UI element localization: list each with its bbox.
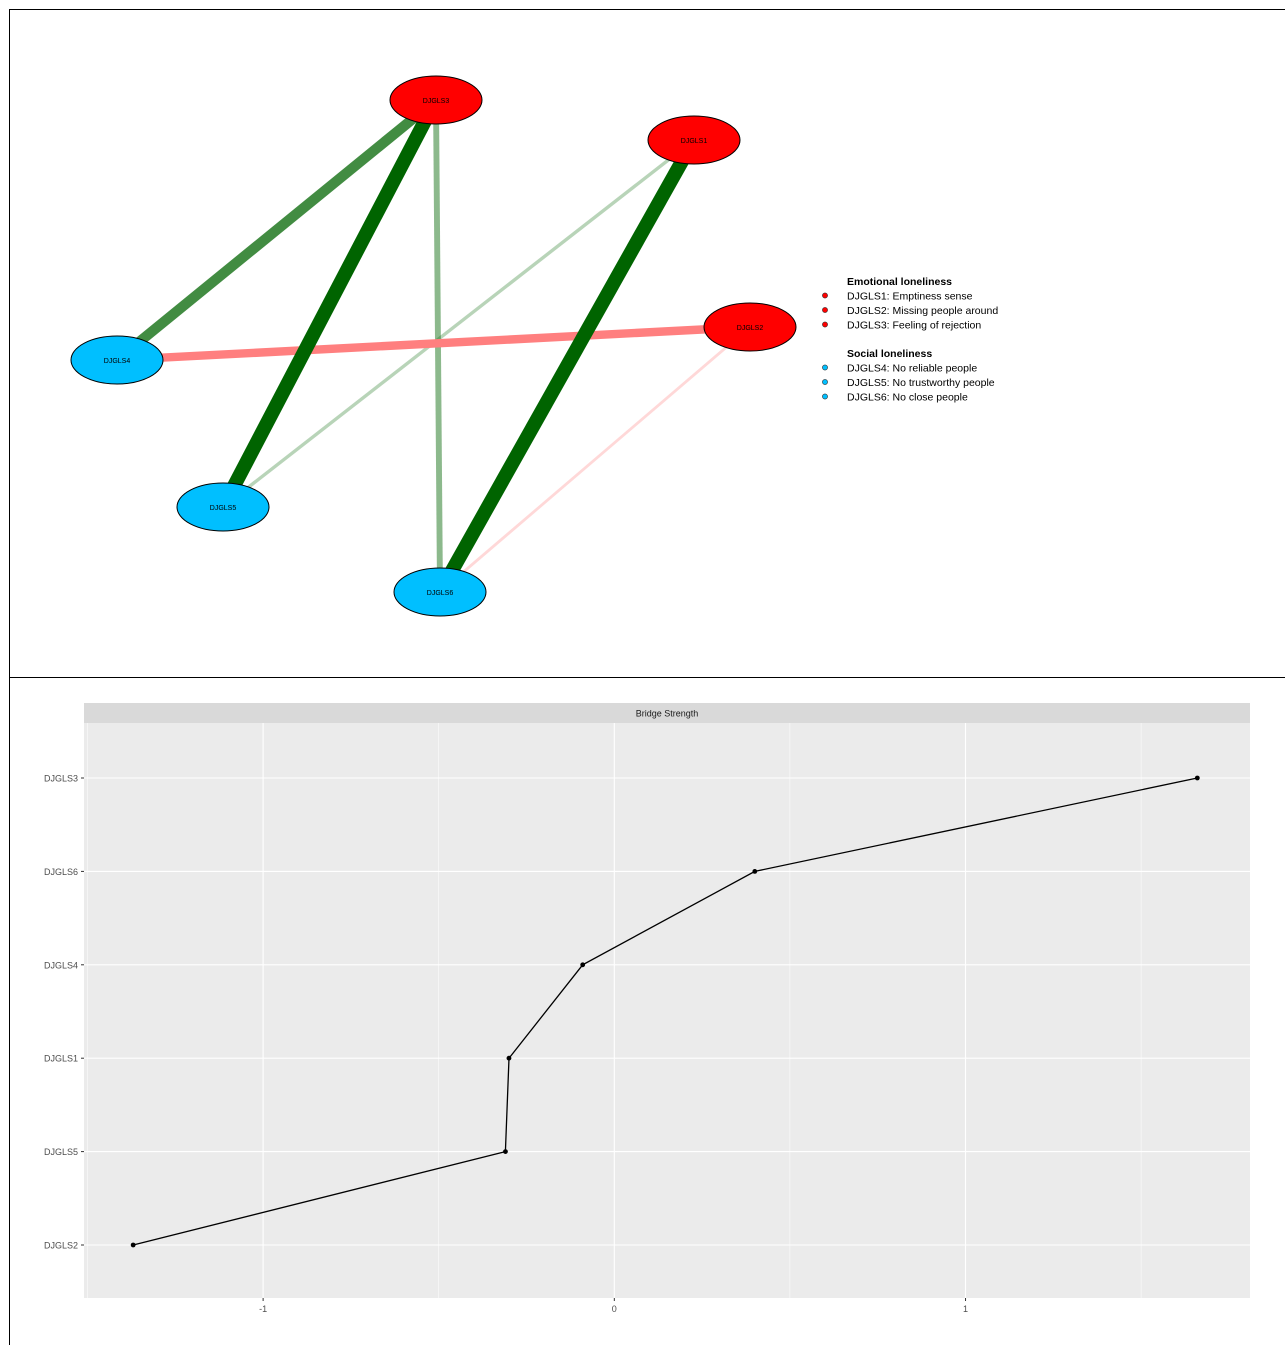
- legend-marker: [822, 393, 828, 400]
- node-label: DJGLS3: [423, 98, 450, 105]
- edge-djgls2-djgls6: [439, 325, 751, 594]
- legend-item: DJGLS2: Missing people around: [847, 305, 998, 317]
- edge-djgls1-djgls5: [221, 138, 696, 509]
- y-tick-label: DJGLS5: [44, 1147, 78, 1157]
- plot-area: [84, 723, 1250, 1298]
- node-djgls6: DJGLS6: [393, 567, 487, 617]
- node-djgls5: DJGLS5: [176, 482, 270, 532]
- legend-marker: [822, 321, 828, 328]
- node-label: DJGLS6: [427, 590, 454, 597]
- y-tick-label: DJGLS1: [44, 1054, 78, 1064]
- network-edges: [113, 96, 751, 596]
- y-tick-label: DJGLS2: [44, 1241, 78, 1251]
- x-axis: -1 0 1: [259, 1298, 968, 1314]
- point-djgls5: [503, 1149, 508, 1154]
- node-djgls2: DJGLS2: [703, 302, 797, 352]
- y-tick-label: DJGLS6: [44, 867, 78, 877]
- network-legend: Emotional loneliness DJGLS1: Emptiness se…: [822, 276, 998, 404]
- node-ellipse: [176, 482, 270, 532]
- node-ellipse: [389, 75, 483, 125]
- legend-marker: [822, 364, 828, 371]
- legend-item: DJGLS5: No trustworthy people: [847, 377, 995, 389]
- node-ellipse: [703, 302, 797, 352]
- point-djgls3: [1194, 775, 1200, 781]
- node-label: DJGLS5: [210, 505, 237, 512]
- y-tick-label: DJGLS3: [44, 774, 78, 784]
- y-axis: DJGLS2 DJGLS5 DJGLS1 DJGLS4 DJGLS6 DJGLS3: [44, 774, 84, 1251]
- legend-item: DJGLS3: Feeling of rejection: [847, 320, 981, 332]
- node-ellipse: [70, 335, 164, 385]
- point-djgls2: [130, 1242, 136, 1248]
- network-panel: DJGLS1 DJGLS2 DJGLS3 DJGLS4 DJGLS5 DJGLS6 Emo…: [9, 9, 1285, 678]
- plot-grid: [84, 723, 1250, 1298]
- edge-djgls3-djgls5: [216, 96, 443, 511]
- bridge-strength-panel: Bridge Strength DJGLS2 DJGLS5 DJGLS1 DJGLS4…: [9, 678, 1250, 1345]
- legend-item: DJGLS1: Emptiness sense: [847, 291, 973, 303]
- facet-strip-title: Bridge Strength: [636, 709, 699, 719]
- x-tick-label: 0: [612, 1304, 617, 1314]
- point-djgls1: [506, 1055, 512, 1061]
- legend-marker: [822, 379, 828, 385]
- facet-strip: [84, 703, 1250, 723]
- legend-item: DJGLS4: No reliable people: [847, 363, 977, 375]
- node-label: DJGLS4: [104, 358, 131, 365]
- node-ellipse: [647, 115, 741, 165]
- legend-marker: [822, 307, 828, 313]
- node-djgls3: DJGLS3: [389, 75, 483, 125]
- point-djgls6: [752, 869, 758, 874]
- y-tick-label: DJGLS4: [44, 960, 78, 970]
- legend-marker: [822, 292, 828, 299]
- edge-djgls3-djgls4: [113, 96, 440, 364]
- node-djgls4: DJGLS4: [70, 335, 164, 385]
- bridge-strength-series: [130, 775, 1200, 1248]
- legend-group-title: Social loneliness: [847, 348, 932, 360]
- edge-djgls2-djgls4: [116, 322, 751, 365]
- x-tick-label: -1: [259, 1304, 267, 1314]
- node-djgls1: DJGLS1: [647, 115, 741, 165]
- network-panel-border: [9, 9, 1285, 678]
- point-djgls4: [580, 962, 586, 968]
- node-label: DJGLS1: [681, 138, 708, 145]
- node-ellipse: [393, 567, 487, 617]
- bridge-strength-line: [133, 777, 1198, 1246]
- edge-djgls1-djgls6: [433, 136, 701, 596]
- x-tick-label: 1: [963, 1304, 968, 1314]
- node-label: DJGLS2: [737, 325, 764, 332]
- legend-group-title: Emotional loneliness: [847, 276, 952, 288]
- legend-item: DJGLS6: No close people: [847, 392, 968, 404]
- network-nodes: DJGLS1 DJGLS2 DJGLS3 DJGLS4 DJGLS5 DJGLS6: [70, 75, 797, 617]
